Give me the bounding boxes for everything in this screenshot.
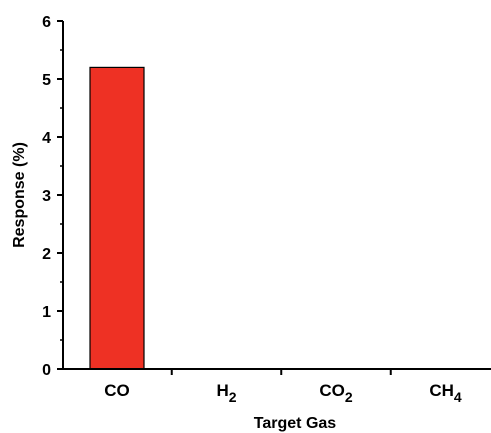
x-tick-label: H2 [216, 381, 236, 405]
x-tick-label-base: CO [319, 381, 345, 400]
x-axis-title: Target Gas [254, 415, 337, 432]
y-tick-label: 5 [42, 72, 51, 89]
y-axis-title: Response (%) [11, 142, 28, 248]
bars-group [89, 66, 145, 370]
x-tick-label-subscript: 2 [229, 389, 237, 405]
y-axis: 0 1 2 3 4 5 6 [42, 14, 64, 379]
x-tick-label-subscript: 4 [454, 389, 462, 405]
x-tick-label: CO2 [319, 381, 353, 405]
x-tick-label-base: CH [429, 381, 454, 400]
y-tick-label: 4 [42, 130, 51, 147]
x-tick-label: CH4 [429, 381, 462, 405]
x-tick-label-base: CO [104, 381, 130, 400]
y-tick-label: 0 [42, 362, 51, 379]
y-tick-label: 3 [42, 188, 51, 205]
y-tick-label: 1 [42, 304, 51, 321]
y-tick-label: 2 [42, 246, 51, 263]
x-tick-label: CO [104, 381, 130, 400]
y-tick-label: 6 [42, 14, 51, 31]
x-tick-label-base: H [216, 381, 228, 400]
x-axis: CO H2 CO2 CH4 [63, 368, 491, 405]
x-tick-label-subscript: 2 [345, 389, 353, 405]
bar-co [89, 66, 145, 370]
